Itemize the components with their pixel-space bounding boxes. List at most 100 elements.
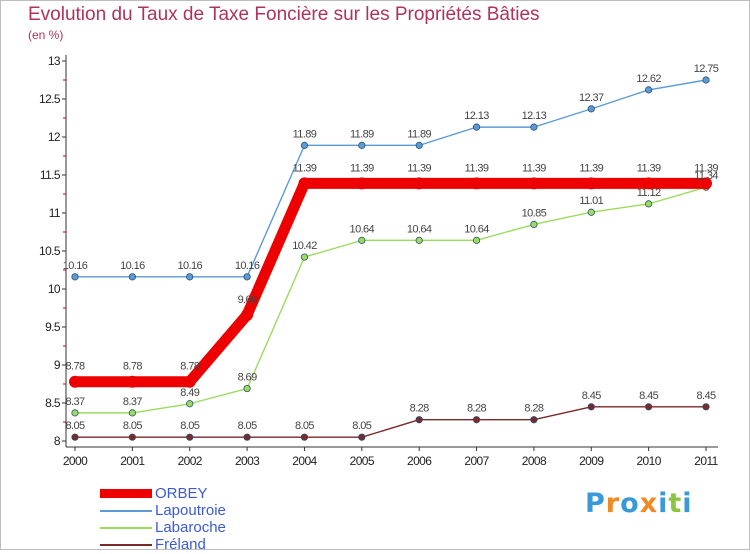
- data-point: [183, 375, 196, 388]
- data-label: 8.05: [295, 420, 314, 432]
- data-point: [527, 177, 540, 190]
- series-layer: [69, 76, 712, 441]
- legend-label-labaroche: Labaroche: [155, 519, 226, 536]
- y-tick-label: 9.5: [45, 320, 61, 334]
- logo-letter: t: [668, 488, 683, 519]
- data-point: [587, 208, 595, 216]
- legend-swatch-lapoutroie: [100, 510, 152, 512]
- data-label: 11.39: [522, 162, 546, 174]
- data-point: [186, 400, 194, 408]
- data-label: 10.85: [522, 207, 547, 219]
- data-label: 8.49: [180, 387, 199, 399]
- data-label: 11.89: [293, 128, 317, 140]
- legend-item-freland: Fréland: [100, 536, 300, 554]
- data-label: 8.28: [467, 403, 486, 415]
- data-point: [128, 273, 136, 281]
- data-point: [69, 375, 81, 388]
- data-point: [472, 123, 481, 131]
- data-point: [71, 273, 79, 281]
- y-tick-label: 10: [48, 282, 61, 296]
- data-point: [530, 416, 538, 424]
- data-point: [585, 177, 598, 190]
- data-point: [71, 433, 79, 441]
- data-point: [702, 76, 710, 84]
- data-point: [645, 86, 653, 94]
- x-tick-label: 2000: [63, 454, 88, 468]
- data-label: 11.39: [407, 162, 431, 174]
- legend-item-lapoutroie: Lapoutroie: [100, 502, 300, 520]
- x-tick-label: 2007: [464, 454, 489, 468]
- data-label: 8.28: [524, 403, 543, 415]
- legend-swatch-orbey: [100, 489, 152, 498]
- data-label: 11.39: [694, 162, 718, 174]
- legend-item-orbey: ORBEY: [100, 485, 300, 503]
- y-tick-label: 13: [48, 54, 61, 68]
- data-point: [186, 273, 194, 281]
- data-label: 12.13: [464, 110, 489, 122]
- data-point: [128, 409, 136, 417]
- data-point: [472, 416, 481, 424]
- data-point: [530, 123, 538, 131]
- data-label: 11.12: [637, 187, 661, 199]
- data-point: [645, 200, 653, 208]
- logo-letter: r: [605, 488, 621, 519]
- data-point: [243, 384, 251, 393]
- data-point: [415, 416, 423, 424]
- data-label: 8.37: [123, 396, 142, 408]
- logo-letter: x: [639, 488, 659, 519]
- x-tick-label: 2001: [120, 454, 145, 468]
- logo-letter: P: [585, 488, 606, 519]
- data-label: 11.39: [293, 162, 317, 174]
- chart-subtitle: (en %): [28, 28, 64, 42]
- data-point: [355, 177, 368, 190]
- data-label: 11.39: [579, 162, 603, 174]
- data-label: 11.89: [350, 128, 374, 140]
- data-label: 12.37: [579, 92, 604, 104]
- data-point: [243, 273, 251, 281]
- data-point: [186, 433, 194, 441]
- x-tick-label: 2003: [235, 454, 260, 468]
- data-label: 11.89: [407, 128, 431, 140]
- data-point: [128, 433, 136, 441]
- data-label: 10.64: [464, 223, 489, 235]
- data-label: 11.34: [694, 170, 718, 182]
- data-point: [358, 236, 366, 244]
- data-label: 8.69: [238, 372, 257, 384]
- x-tick-label: 2006: [407, 454, 432, 468]
- data-label: 8.45: [696, 390, 715, 402]
- data-label: 10.42: [292, 240, 317, 252]
- series-line-fréland: [75, 406, 706, 438]
- data-point: [587, 403, 595, 411]
- data-label: 10.64: [350, 223, 375, 235]
- data-point: [642, 177, 655, 190]
- legend-swatch-labaroche: [100, 527, 152, 529]
- y-tick-label: 11.5: [40, 168, 61, 182]
- data-point: [415, 141, 423, 149]
- data-label: 8.28: [410, 403, 429, 415]
- x-tick-label: 2002: [178, 454, 203, 468]
- data-point: [71, 409, 79, 417]
- data-label: 11.39: [637, 162, 661, 174]
- data-label: 11.39: [350, 162, 374, 174]
- data-label: 8.78: [123, 361, 142, 373]
- data-label: 11.01: [579, 195, 603, 207]
- data-point: [413, 177, 426, 190]
- data-label: 8.37: [65, 396, 84, 408]
- y-tick-label: 8.5: [45, 396, 61, 410]
- series-line-lapoutroie: [75, 79, 707, 278]
- data-point: [241, 308, 254, 321]
- data-label: 11.39: [465, 162, 489, 174]
- chart-title: Evolution du Taux de Taxe Foncière sur l…: [28, 4, 540, 25]
- data-label: 8.05: [123, 420, 142, 432]
- data-label: 8.05: [352, 420, 371, 432]
- data-point: [300, 433, 309, 441]
- data-point: [530, 220, 538, 228]
- data-point: [470, 177, 483, 190]
- data-point: [243, 433, 251, 441]
- legend-label-orbey: ORBEY: [155, 485, 208, 502]
- data-label: 10.64: [407, 223, 432, 235]
- data-point: [587, 105, 595, 113]
- y-tick-label: 12: [48, 130, 61, 144]
- data-label: 8.45: [582, 390, 601, 402]
